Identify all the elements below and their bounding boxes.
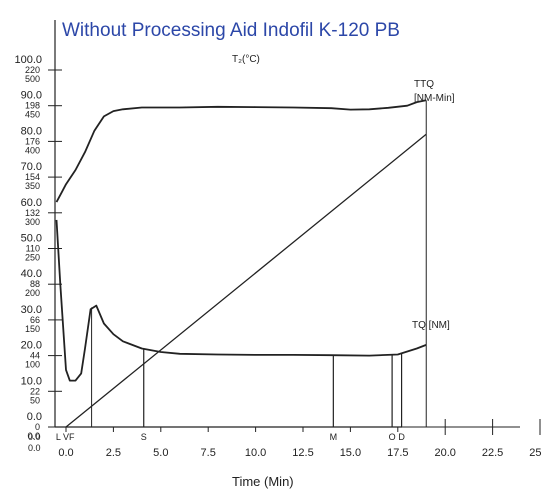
series-line-ttq: [65, 133, 427, 428]
t2-series-label: T₂(°C): [232, 54, 260, 65]
y-tick-label-secondary: 220: [25, 65, 40, 75]
x-axis-ticks: 0.0 2.5 5.0 7.5 10.0 12.5 15.0 17.5 20.0 22.5 25.0…: [28, 419, 542, 459]
y-tick-label: 10.0: [21, 375, 42, 387]
y-tick-label-tertiary: 400: [25, 145, 40, 155]
y-tick-label: 50.0: [21, 233, 42, 245]
event-marker-label: L: [56, 432, 61, 442]
x-tick-label: 15.0: [340, 447, 361, 459]
origin-label: 0.0: [28, 432, 41, 442]
y-tick-label-secondary: 22: [30, 386, 40, 396]
x-tick-label: 7.5: [201, 447, 216, 459]
chart-title: Without Processing Aid Indofil K-120 PB: [62, 20, 400, 41]
y-tick-label-secondary: 66: [30, 315, 40, 325]
y-tick-label-secondary: 88: [30, 279, 40, 289]
event-marker-label: F: [69, 432, 75, 442]
y-tick-label-secondary: 110: [26, 244, 40, 254]
origin-label: 0.0: [28, 443, 41, 453]
y-tick-label: 60.0: [21, 197, 42, 209]
x-tick-label: 22.5: [482, 447, 503, 459]
y-tick-label-tertiary: 50: [30, 395, 40, 405]
x-tick-label: 2.5: [106, 447, 121, 459]
y-tick-label: 20.0: [21, 340, 42, 352]
event-marker-label: M: [330, 432, 338, 442]
event-marker-label: S: [141, 432, 147, 442]
ttq-unit-label: [NM-Min]: [414, 93, 455, 104]
y-tick-label-tertiary: 350: [25, 181, 40, 191]
y-tick-label-tertiary: 200: [25, 288, 40, 298]
series-line-t2: [55, 99, 427, 203]
y-tick-label-tertiary: 150: [25, 324, 40, 334]
y-tick-label-tertiary: 450: [25, 110, 40, 120]
series-layer: [55, 99, 427, 428]
event-marker-label: V: [63, 432, 69, 442]
y-tick-label: 100.0: [14, 54, 42, 66]
tq-series-label: TQ [NM]: [412, 320, 450, 331]
y-tick-label-secondary: 0: [35, 422, 40, 432]
x-tick-label: 10.0: [245, 447, 266, 459]
x-axis-title: Time (Min): [232, 474, 294, 489]
y-tick-label: 80.0: [21, 125, 42, 137]
x-tick-label: 12.5: [292, 447, 313, 459]
y-tick-label: 40.0: [21, 268, 42, 280]
y-tick-label-secondary: 44: [30, 351, 40, 361]
x-tick-label: 20.0: [434, 447, 455, 459]
ttq-series-label: TTQ: [414, 79, 434, 90]
event-marker-label: O: [389, 432, 396, 442]
series-line-tq: [55, 219, 427, 382]
y-tick-label-secondary: 132: [25, 208, 40, 218]
x-tick-label: 25.0: [529, 447, 542, 459]
y-tick-label-tertiary: 100: [25, 360, 40, 370]
y-axis-ticks: 0.000.010.0225020.04410030.06615040.0882…: [14, 54, 62, 441]
event-marker-label: D: [398, 432, 405, 442]
y-tick-label: 90.0: [21, 90, 42, 102]
y-tick-label: 70.0: [21, 161, 42, 173]
y-tick-label: 0.0: [27, 411, 42, 423]
y-tick-label-secondary: 198: [25, 101, 40, 111]
x-tick-label: 0.0: [58, 447, 73, 459]
y-tick-label-secondary: 176: [25, 136, 40, 146]
y-tick-label-secondary: 154: [25, 172, 40, 182]
x-tick-label: 17.5: [387, 447, 408, 459]
y-tick-label-tertiary: 300: [25, 217, 40, 227]
y-tick-label-tertiary: 0.0: [27, 431, 40, 441]
y-tick-label-tertiary: 250: [25, 253, 40, 263]
x-tick-label: 5.0: [153, 447, 168, 459]
y-tick-label: 30.0: [21, 304, 42, 316]
y-tick-label-tertiary: 500: [25, 74, 40, 84]
